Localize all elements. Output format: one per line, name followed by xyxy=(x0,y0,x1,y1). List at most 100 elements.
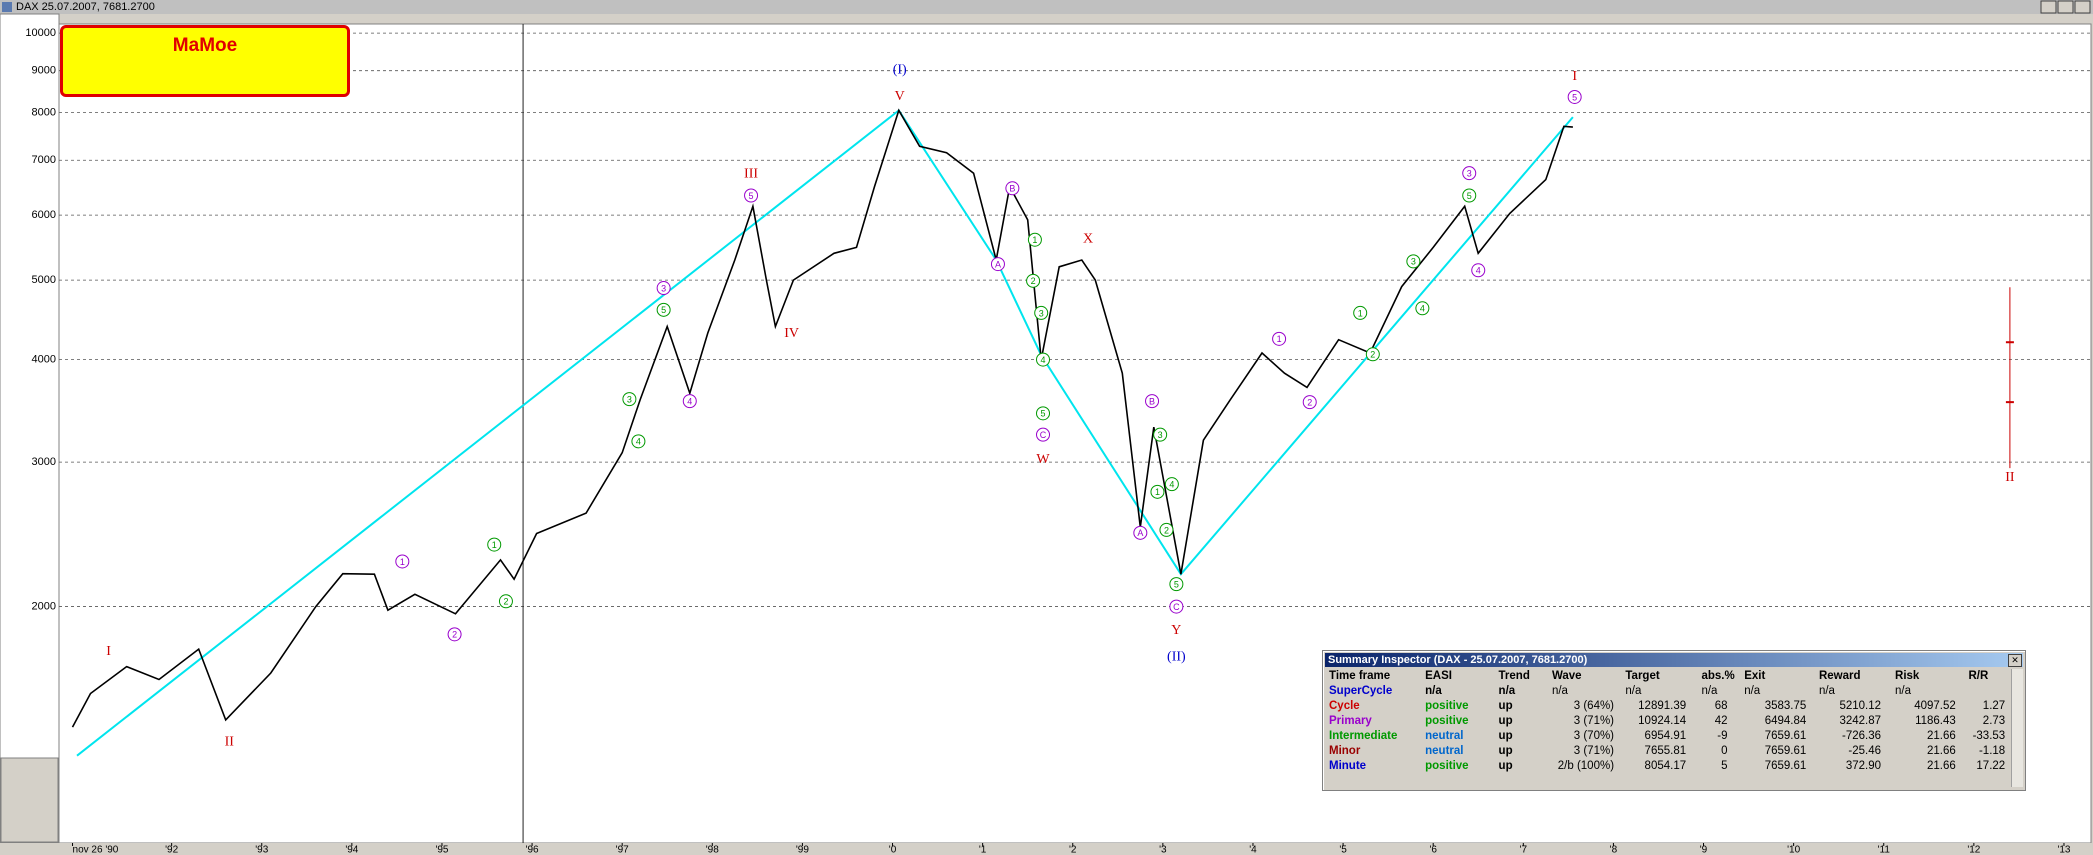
close-button[interactable] xyxy=(2074,0,2091,14)
x-tick-label: '3 xyxy=(1159,845,1167,855)
window-title: DAX 25.07.2007, 7681.2700 xyxy=(16,1,155,13)
inspector-title: Summary Inspector (DAX - 25.07.2007, 768… xyxy=(1325,653,2023,667)
wave-label: 2 xyxy=(1164,525,1169,535)
table-cell: 7659.61 xyxy=(1764,745,1807,757)
x-axis-panel xyxy=(0,843,2093,855)
wave-label: 3 xyxy=(627,395,632,405)
x-tick-label: '11 xyxy=(1878,845,1891,855)
table-cell: 0 xyxy=(1721,745,1728,757)
wave-label: B xyxy=(1009,184,1015,194)
wave-label-circle xyxy=(1145,394,1160,409)
inspector-close[interactable]: ✕ xyxy=(2008,654,2022,667)
wave-label-circle xyxy=(487,537,502,552)
table-cell: neutral xyxy=(1425,745,1464,757)
table-cell: -1.18 xyxy=(1978,745,2006,757)
wave-label-circle xyxy=(1365,347,1380,362)
y-tick-label: 7000 xyxy=(32,154,56,166)
wave-label: A xyxy=(1137,528,1143,538)
wave-label: C xyxy=(1040,430,1047,440)
x-tick-label: '6 xyxy=(1429,845,1437,855)
wave-label-circle xyxy=(656,302,671,317)
x-tick-label: '10 xyxy=(1787,845,1800,855)
maximize-button[interactable] xyxy=(2057,0,2074,14)
table-cell: 3583.75 xyxy=(1764,700,1807,712)
table-cell: 3 (71%) xyxy=(1573,745,1615,757)
table-cell: 3 (71%) xyxy=(1573,715,1615,727)
badge: MaMoe xyxy=(60,25,350,97)
table-cell: -9 xyxy=(1717,730,1728,742)
table-cell: 2.73 xyxy=(1982,715,2006,727)
table-cell: 8054.17 xyxy=(1644,760,1687,772)
x-tick-label: '5 xyxy=(1339,845,1347,855)
wave-label: 3 xyxy=(1467,169,1472,179)
price-line xyxy=(71,108,1573,728)
wave-label: V xyxy=(895,89,905,104)
x-tick-label: '2 xyxy=(1069,845,1077,855)
wave-label-circle xyxy=(1150,484,1165,499)
wave-label-circle xyxy=(1169,577,1184,592)
wave-label: 2 xyxy=(503,597,508,607)
table-cell: n/a xyxy=(1895,685,1912,697)
table-cell: positive xyxy=(1425,700,1469,712)
wave-label: IV xyxy=(784,326,799,341)
wave-label: III xyxy=(744,166,758,181)
inspector-scrollbar[interactable] xyxy=(2011,669,2023,787)
wave-label: 4 xyxy=(1420,304,1425,314)
wave-label: II xyxy=(225,735,235,750)
table-cell: R/R xyxy=(1968,670,1989,682)
wave-label-circle xyxy=(498,594,513,609)
table-cell: Minor xyxy=(1329,745,1361,757)
wave-label: 4 xyxy=(1169,480,1174,490)
x-tick-label: '13 xyxy=(2057,845,2070,855)
table-cell: Intermediate xyxy=(1329,730,1398,742)
wave-label-circle xyxy=(682,394,697,409)
wave-label-circle xyxy=(1406,254,1421,269)
table-cell: neutral xyxy=(1425,730,1464,742)
wave-label-circle xyxy=(1567,89,1582,104)
wave-label-circle xyxy=(395,554,410,569)
table-cell: positive xyxy=(1425,715,1469,727)
table-cell: n/a xyxy=(1818,685,1835,697)
table-cell: 17.22 xyxy=(1976,760,2006,772)
minimize-button[interactable] xyxy=(2040,0,2057,14)
table-cell: 21.66 xyxy=(1927,745,1956,757)
x-tick-label: nov 26 '90 xyxy=(73,845,119,855)
table-cell: 5 xyxy=(1721,760,1728,772)
table-cell: up xyxy=(1498,730,1513,742)
table-cell: 7659.61 xyxy=(1764,730,1807,742)
wave-label-circle xyxy=(1036,406,1051,421)
wave-label-circle xyxy=(1164,477,1179,492)
wave-label: (II) xyxy=(1167,649,1186,664)
x-tick-label: '93 xyxy=(255,845,268,855)
x-tick-label: '8 xyxy=(1610,845,1618,855)
x-tick-label: '99 xyxy=(796,845,809,855)
wave-label: Y xyxy=(1171,623,1181,638)
table-cell: n/a xyxy=(1701,685,1718,697)
wave-label: B xyxy=(1149,397,1155,407)
wave-label: 4 xyxy=(1476,266,1481,276)
wave-label-circle xyxy=(1471,263,1486,278)
wave-label: 5 xyxy=(1174,580,1179,590)
inspector-table: Time frame EASI Trend Wave Target abs.% Exit Re… xyxy=(1325,669,2011,787)
wave-label-circle xyxy=(447,627,462,642)
wave-label: 1 xyxy=(400,557,405,567)
wave-label-circle xyxy=(990,257,1005,272)
wave-label-circle xyxy=(1353,305,1368,320)
wave-label: 2 xyxy=(1370,350,1375,360)
wave-label-circle xyxy=(1034,305,1049,320)
wave-label: 5 xyxy=(661,305,666,315)
wave-label: 3 xyxy=(1039,308,1044,318)
wave-label-circle xyxy=(1133,525,1148,540)
table-cell: Exit xyxy=(1744,670,1766,682)
table-cell: 1.27 xyxy=(1982,700,2006,712)
wave-label: 1 xyxy=(1277,334,1282,344)
window-titlebar xyxy=(0,0,2093,14)
table-cell: -726.36 xyxy=(1842,730,1882,742)
x-tick-label: '95 xyxy=(435,845,448,855)
table-cell: Primary xyxy=(1329,715,1372,727)
y-tick-label: 6000 xyxy=(32,209,56,221)
table-cell: 7659.61 xyxy=(1764,760,1807,772)
table-cell: 5210.12 xyxy=(1839,700,1882,712)
wave-label-circle xyxy=(1415,301,1430,316)
